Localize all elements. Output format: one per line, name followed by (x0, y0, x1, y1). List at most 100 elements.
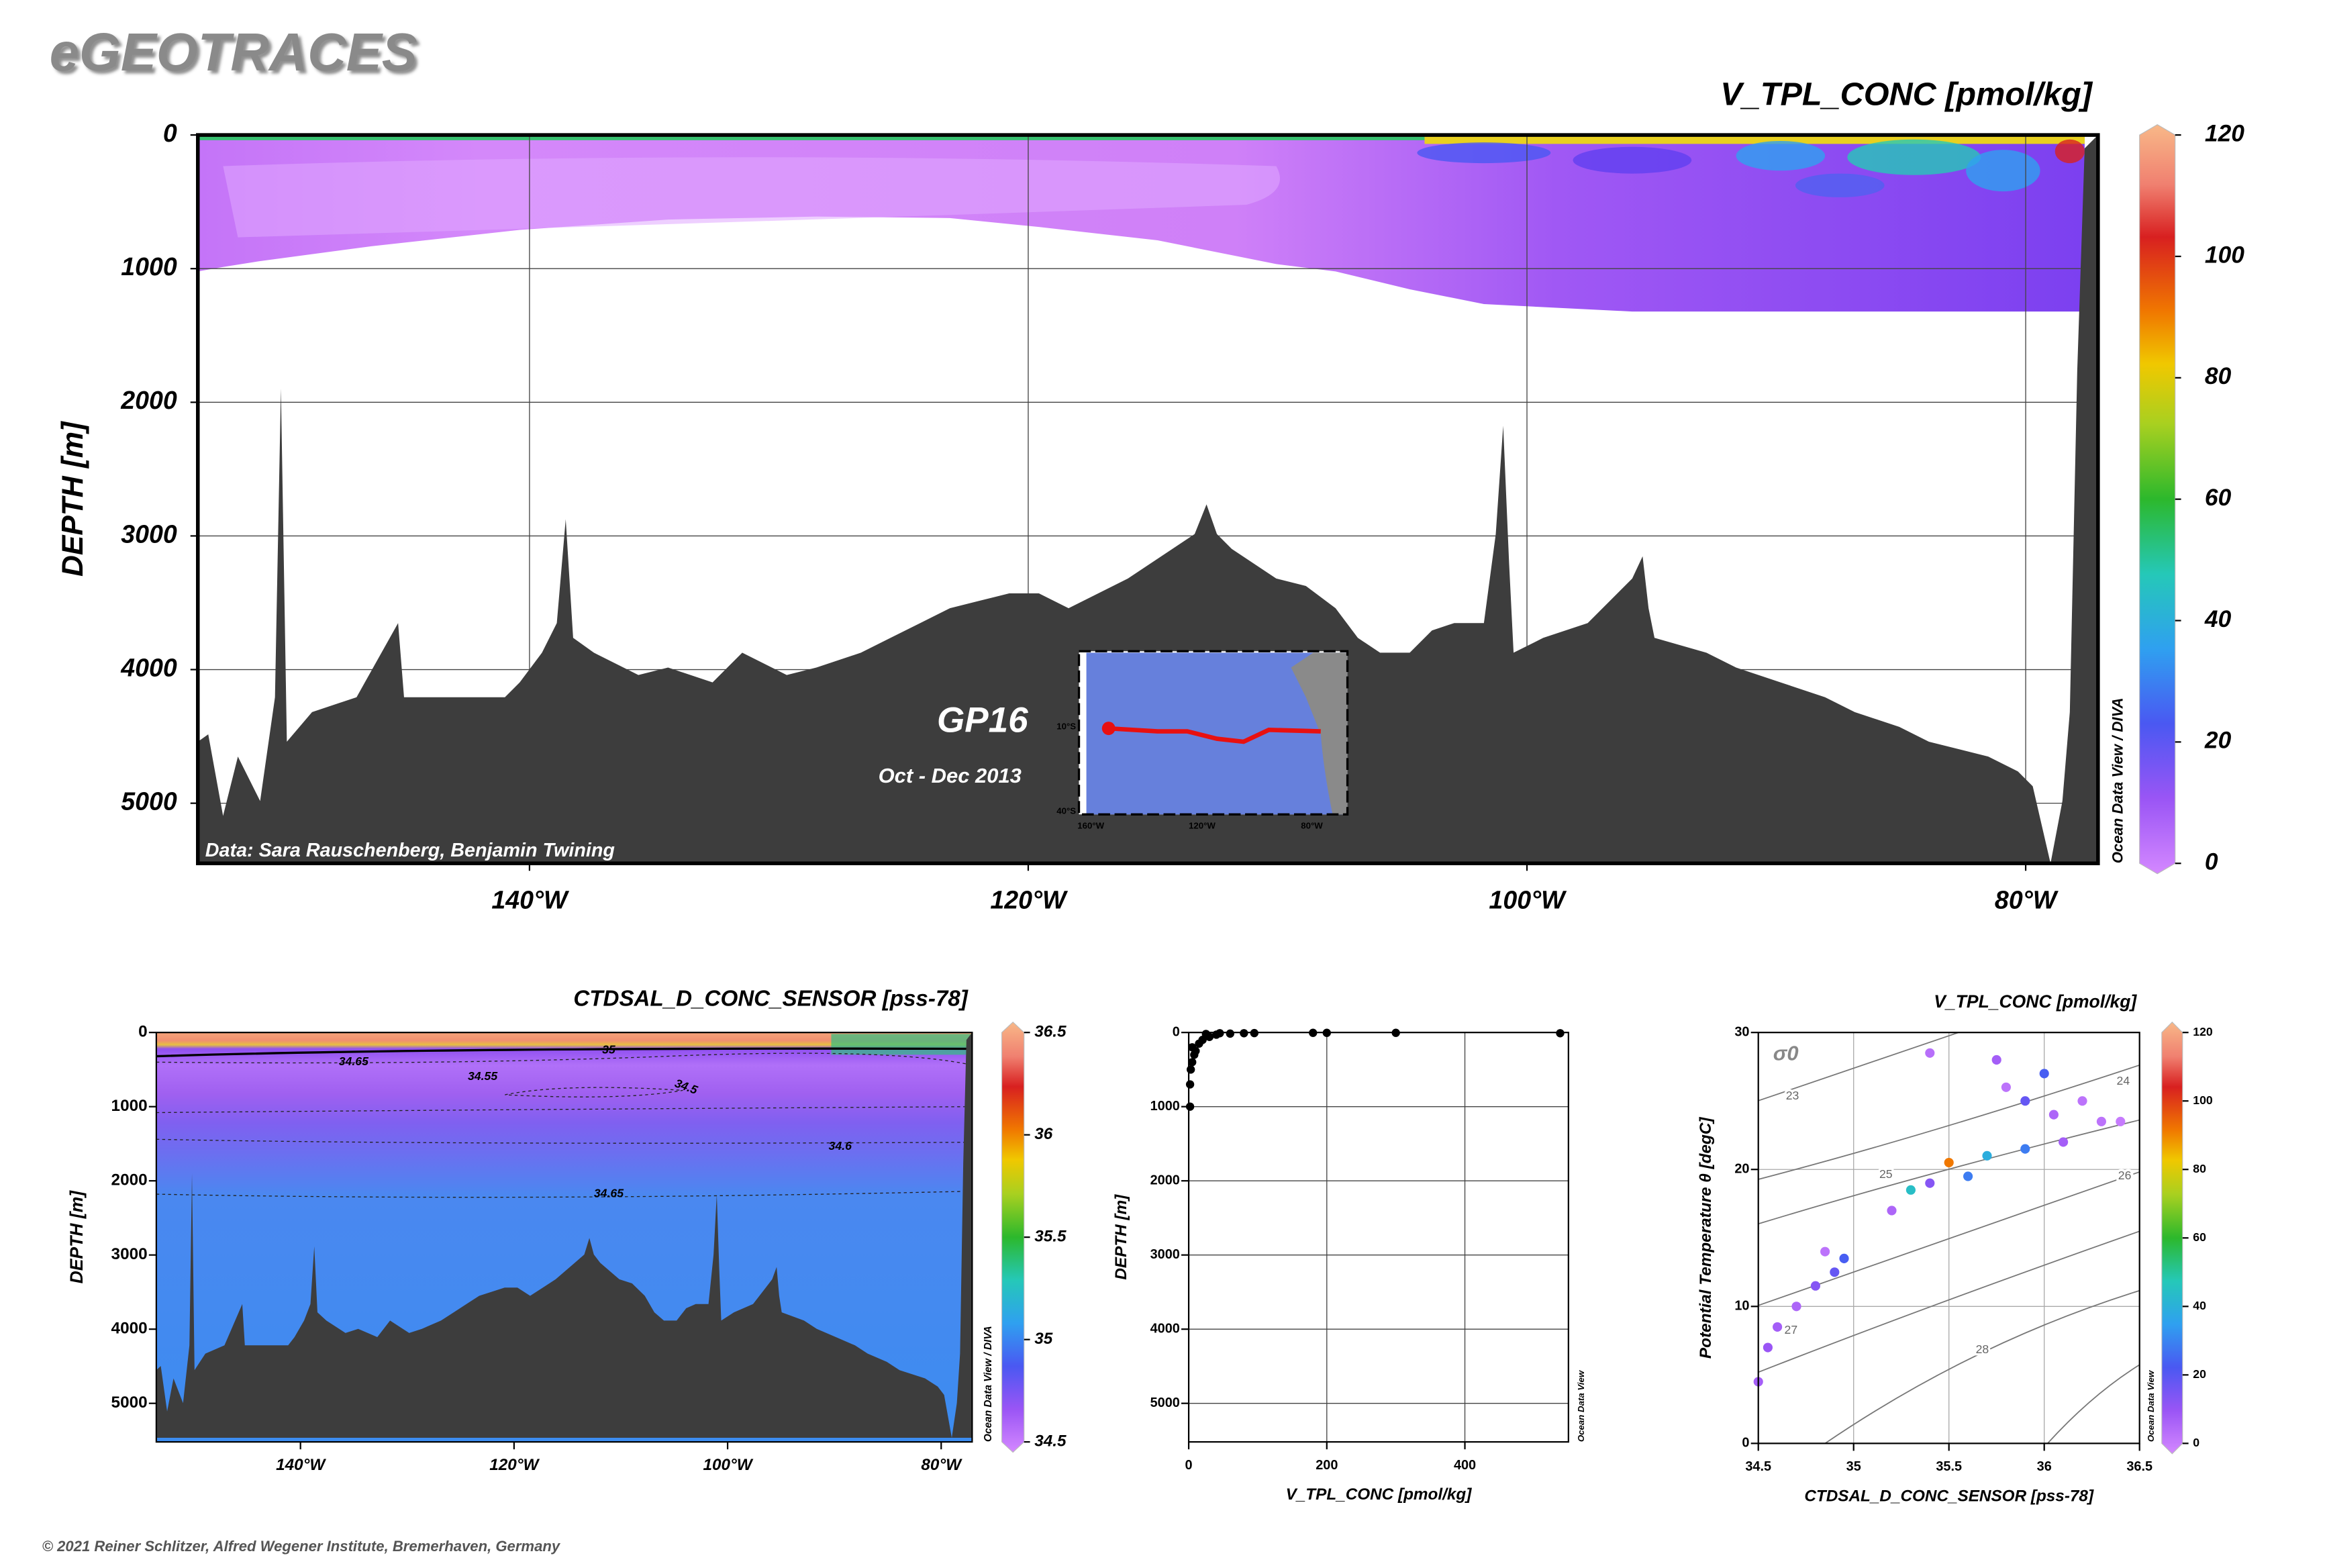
data-point (1763, 1342, 1773, 1353)
data-point (1944, 1157, 1954, 1168)
plot-frame (1187, 1032, 1569, 1443)
surface-band (197, 136, 2085, 140)
colorbar-tick-label: 100 (2193, 1093, 2213, 1107)
x-axis-label: CTDSAL_D_CONC_SENSOR [pss-78] (1804, 1487, 2094, 1505)
contour-line (156, 1052, 973, 1066)
colorbar-tick-label: 40 (2193, 1299, 2206, 1312)
data-point (1195, 1039, 1203, 1048)
side-label: Ocean Data View / DIVA (2110, 697, 2126, 863)
colorbar-tick-label: 100 (2205, 242, 2244, 268)
data-point (2048, 1110, 2059, 1120)
y-tick-label: 2000 (1150, 1173, 1180, 1187)
data-point (1925, 1178, 1935, 1188)
colorbar-tick-label: 36.5 (1034, 1023, 1067, 1041)
y-axis-label: DEPTH [m] (56, 421, 89, 577)
contour-line (156, 1106, 973, 1114)
surface-band (1424, 136, 2085, 144)
isopycnal-title: σ0 (1773, 1042, 1799, 1065)
colorbar-tick-label: 0 (2193, 1436, 2199, 1449)
contour-label: 35 (602, 1042, 616, 1056)
contour-line (156, 1047, 973, 1058)
data-point (1185, 1102, 1195, 1111)
x-tick-label: 36.5 (2126, 1459, 2152, 1474)
data-point (1982, 1150, 1992, 1161)
data-point (1186, 1065, 1195, 1074)
concentration-field (223, 157, 1280, 238)
y-tick-label: 2000 (111, 1171, 148, 1189)
map-lon-label: 160°W (1077, 820, 1104, 830)
chart-title: V_TPL_CONC [pmol/kg] (1720, 76, 2093, 112)
colorbar (2139, 124, 2176, 875)
y-tick-label: 1000 (111, 1097, 148, 1115)
y-tick-label: 2000 (120, 386, 177, 414)
map-lon-label: 120°W (1189, 820, 1216, 830)
annotation: Oct - Dec 2013 (879, 764, 1022, 787)
section-field (197, 136, 2085, 312)
concentration-patch (1847, 139, 1981, 175)
map-border (1077, 650, 1349, 816)
plot-frame (196, 133, 2100, 865)
plot-area (1189, 1032, 1569, 1442)
isopycnal (1758, 1064, 2140, 1180)
x-tick-label: 400 (1454, 1458, 1476, 1473)
data-point (1963, 1171, 1973, 1181)
data-point (2001, 1082, 2011, 1092)
contour-label: 34.65 (339, 1055, 369, 1068)
annotation: Data: Sara Rauschenberg, Benjamin Twinin… (205, 840, 615, 861)
colorbar-tick-label: 120 (2193, 1025, 2213, 1038)
bathymetry (197, 135, 2098, 864)
isopycnal (1824, 1289, 2140, 1444)
isopycnal (1758, 1032, 1959, 1101)
data-point (2020, 1096, 2030, 1106)
salinity-field (831, 1034, 973, 1055)
y-tick-label: 0 (1173, 1024, 1180, 1039)
concentration-patch (1573, 146, 1692, 174)
plot-frame (155, 1032, 973, 1443)
data-point (1820, 1246, 1830, 1257)
x-tick-label: 80°W (1995, 886, 2059, 914)
chart-title: CTDSAL_D_CONC_SENSOR [pss-78] (573, 986, 968, 1011)
contour-line (505, 1087, 683, 1097)
contour-label: 34.65 (594, 1187, 624, 1200)
contour-line (156, 1138, 973, 1144)
colorbar-tick-label: 120 (2205, 120, 2244, 146)
colorbar-tick-label: 20 (2193, 1367, 2206, 1381)
x-axis-label: V_TPL_CONC [pmol/kg] (1286, 1485, 1473, 1504)
contour-label: 34.6 (829, 1139, 852, 1153)
colorbar (2161, 1021, 2183, 1455)
isopycnal-label: 23 (1786, 1089, 1799, 1102)
y-axis-label: Potential Temperature θ [degC] (1697, 1117, 1715, 1359)
y-tick-label: 1000 (121, 252, 177, 281)
y-tick-label: 4000 (111, 1320, 148, 1338)
map-lat-label: 10°S (1056, 721, 1076, 731)
data-point (1190, 1050, 1199, 1059)
isopycnal-label: 28 (1976, 1342, 1989, 1356)
isopycnal (1758, 1119, 2140, 1225)
data-point (1791, 1302, 1801, 1312)
x-tick-label: 140°W (491, 886, 570, 914)
y-tick-label: 5000 (121, 787, 177, 816)
isopycnal (1758, 1230, 2140, 1373)
data-point (2096, 1116, 2106, 1126)
bathymetry (156, 1032, 973, 1438)
y-tick-label: 30 (1734, 1024, 1749, 1039)
x-tick-label: 80°W (921, 1456, 962, 1474)
contour-line (156, 1190, 973, 1198)
colorbar-tick-label: 40 (2204, 606, 2232, 632)
data-point (1839, 1253, 1849, 1263)
colorbar-tick-label: 60 (2205, 485, 2232, 511)
y-tick-label: 1000 (1150, 1099, 1180, 1114)
colorbar-tick-label: 35.5 (1034, 1228, 1067, 1246)
colorbar-tick-label: 80 (2205, 363, 2232, 389)
y-tick-label: 0 (1742, 1436, 1749, 1451)
x-tick-label: 0 (1185, 1458, 1193, 1473)
y-tick-label: 0 (138, 1023, 148, 1041)
data-point (2116, 1116, 2126, 1126)
y-tick-label: 3000 (1150, 1247, 1180, 1262)
colorbar-tick-label: 34.5 (1034, 1432, 1067, 1451)
map-lon-label: 80°W (1301, 820, 1323, 830)
chart-title: V_TPL_CONC [pmol/kg] (1934, 991, 2137, 1012)
y-tick-label: 20 (1734, 1161, 1749, 1176)
